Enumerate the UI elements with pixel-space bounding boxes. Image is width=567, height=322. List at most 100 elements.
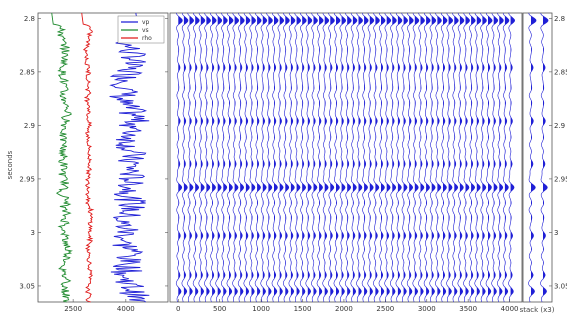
gather-trace: [260, 12, 268, 303]
gather-trace-fill: [392, 13, 397, 302]
y-tick-label: 2.85: [19, 68, 35, 76]
gather-trace-fill: [251, 13, 256, 302]
x-tick-label: 3500: [459, 305, 477, 313]
gather-trace: [474, 12, 482, 303]
gather-trace: [463, 12, 470, 303]
gather-trace-fill: [262, 13, 267, 302]
gather-trace-fill: [336, 13, 341, 302]
stack-frame: [522, 12, 553, 303]
gather-trace: [311, 12, 318, 303]
gather-trace-fill: [488, 13, 493, 302]
gather-trace: [204, 12, 211, 303]
gather-trace: [406, 12, 414, 303]
gather-trace: [266, 12, 273, 303]
gather-trace-fill: [183, 13, 188, 302]
gather-trace: [412, 12, 420, 303]
gather-trace: [299, 12, 307, 303]
gather-panel: 0 500 1000 1500 2000 2500 3000 3500 4000: [169, 12, 523, 313]
y-tick-label: 2.8: [554, 15, 565, 23]
gather-trace: [389, 12, 397, 303]
y-tick-label: 2.9: [554, 122, 565, 130]
gather-trace: [181, 12, 189, 303]
gather-trace-fill: [341, 13, 346, 302]
y-axis-label: seconds: [6, 150, 14, 179]
gather-trace: [485, 12, 493, 303]
gather-trace-fill: [347, 13, 352, 302]
gather-trace: [440, 12, 448, 303]
gather-trace: [327, 12, 335, 303]
gather-trace: [378, 12, 386, 303]
gather-trace-fill: [223, 13, 228, 302]
y-tick-label: 3: [554, 229, 558, 237]
gather-trace-fill: [324, 13, 329, 302]
log-curve-vp: [109, 12, 150, 303]
gather-trace: [209, 12, 217, 303]
gather-trace-fill: [471, 13, 476, 302]
gather-trace-fill: [386, 13, 391, 302]
gather-trace: [344, 12, 352, 303]
gather-trace: [237, 12, 245, 303]
gather-trace: [294, 12, 302, 303]
x-tick-label: 2500: [64, 305, 82, 313]
gather-trace-fill: [510, 13, 515, 302]
gather-trace: [451, 12, 459, 303]
gather-trace-fill: [493, 13, 498, 302]
x-tick-label: 0: [176, 305, 180, 313]
gather-trace-fill: [426, 13, 431, 302]
gather-trace-fill: [364, 13, 369, 302]
stack-panel: 2.8 2.85 2.9 2.95 3 3.05: [522, 12, 567, 303]
gather-trace-fill: [443, 13, 448, 302]
x-tick-label: 3000: [418, 305, 436, 313]
gather-trace-fill: [409, 13, 414, 302]
stack-trace-fill: [543, 13, 549, 302]
gather-trace-fill: [257, 13, 262, 302]
gather-trace: [401, 12, 409, 303]
gather-trace-fill: [375, 13, 380, 302]
gather-trace: [215, 12, 223, 303]
gather-trace-fill: [206, 13, 211, 302]
gather-trace: [429, 12, 437, 303]
gather-trace-fill: [403, 13, 408, 302]
y-tick-label: 3.05: [554, 282, 567, 290]
gather-trace: [356, 12, 363, 303]
gather-trace: [254, 12, 262, 303]
stack-trace: [540, 12, 549, 303]
y-tick-label: 2.95: [554, 175, 567, 183]
gather-trace: [434, 12, 442, 303]
gather-trace-fill: [189, 13, 194, 302]
gather-trace: [502, 12, 510, 303]
gather-trace: [288, 12, 296, 303]
gather-trace-fill: [352, 13, 357, 302]
x-tick-label: 4000: [117, 305, 135, 313]
gather-trace-fill: [217, 13, 222, 302]
gather-trace-fill: [302, 13, 307, 302]
x-tick-label: 1500: [294, 305, 312, 313]
gather-trace-fill: [369, 13, 374, 302]
gather-trace: [423, 12, 431, 303]
gather-trace: [220, 12, 228, 303]
x-tick-label: 500: [213, 305, 226, 313]
legend-label-vp: vp: [142, 19, 150, 26]
gather-trace: [232, 12, 240, 303]
gather-trace-fill: [431, 13, 436, 302]
gather-trace: [187, 12, 195, 303]
gather-trace-fill: [504, 13, 509, 302]
gather-trace-fill: [414, 13, 419, 302]
x-tick-label: 1000: [252, 305, 270, 313]
gather-trace-fill: [212, 13, 217, 302]
gather-trace: [395, 12, 403, 303]
gather-trace-fill: [499, 13, 504, 302]
gather-trace-fill: [420, 13, 425, 302]
gather-trace-fill: [319, 13, 324, 302]
gather-trace-fill: [279, 13, 284, 302]
gather-trace: [491, 12, 499, 303]
gather-trace: [339, 12, 347, 303]
gather-trace: [277, 12, 285, 303]
gather-trace-fill: [307, 13, 312, 302]
x-tick-label: 2500: [376, 305, 394, 313]
gather-trace: [496, 12, 504, 303]
stack-trace-fill: [531, 13, 537, 302]
gather-trace-fill: [178, 13, 183, 302]
gather-trace: [367, 12, 375, 303]
